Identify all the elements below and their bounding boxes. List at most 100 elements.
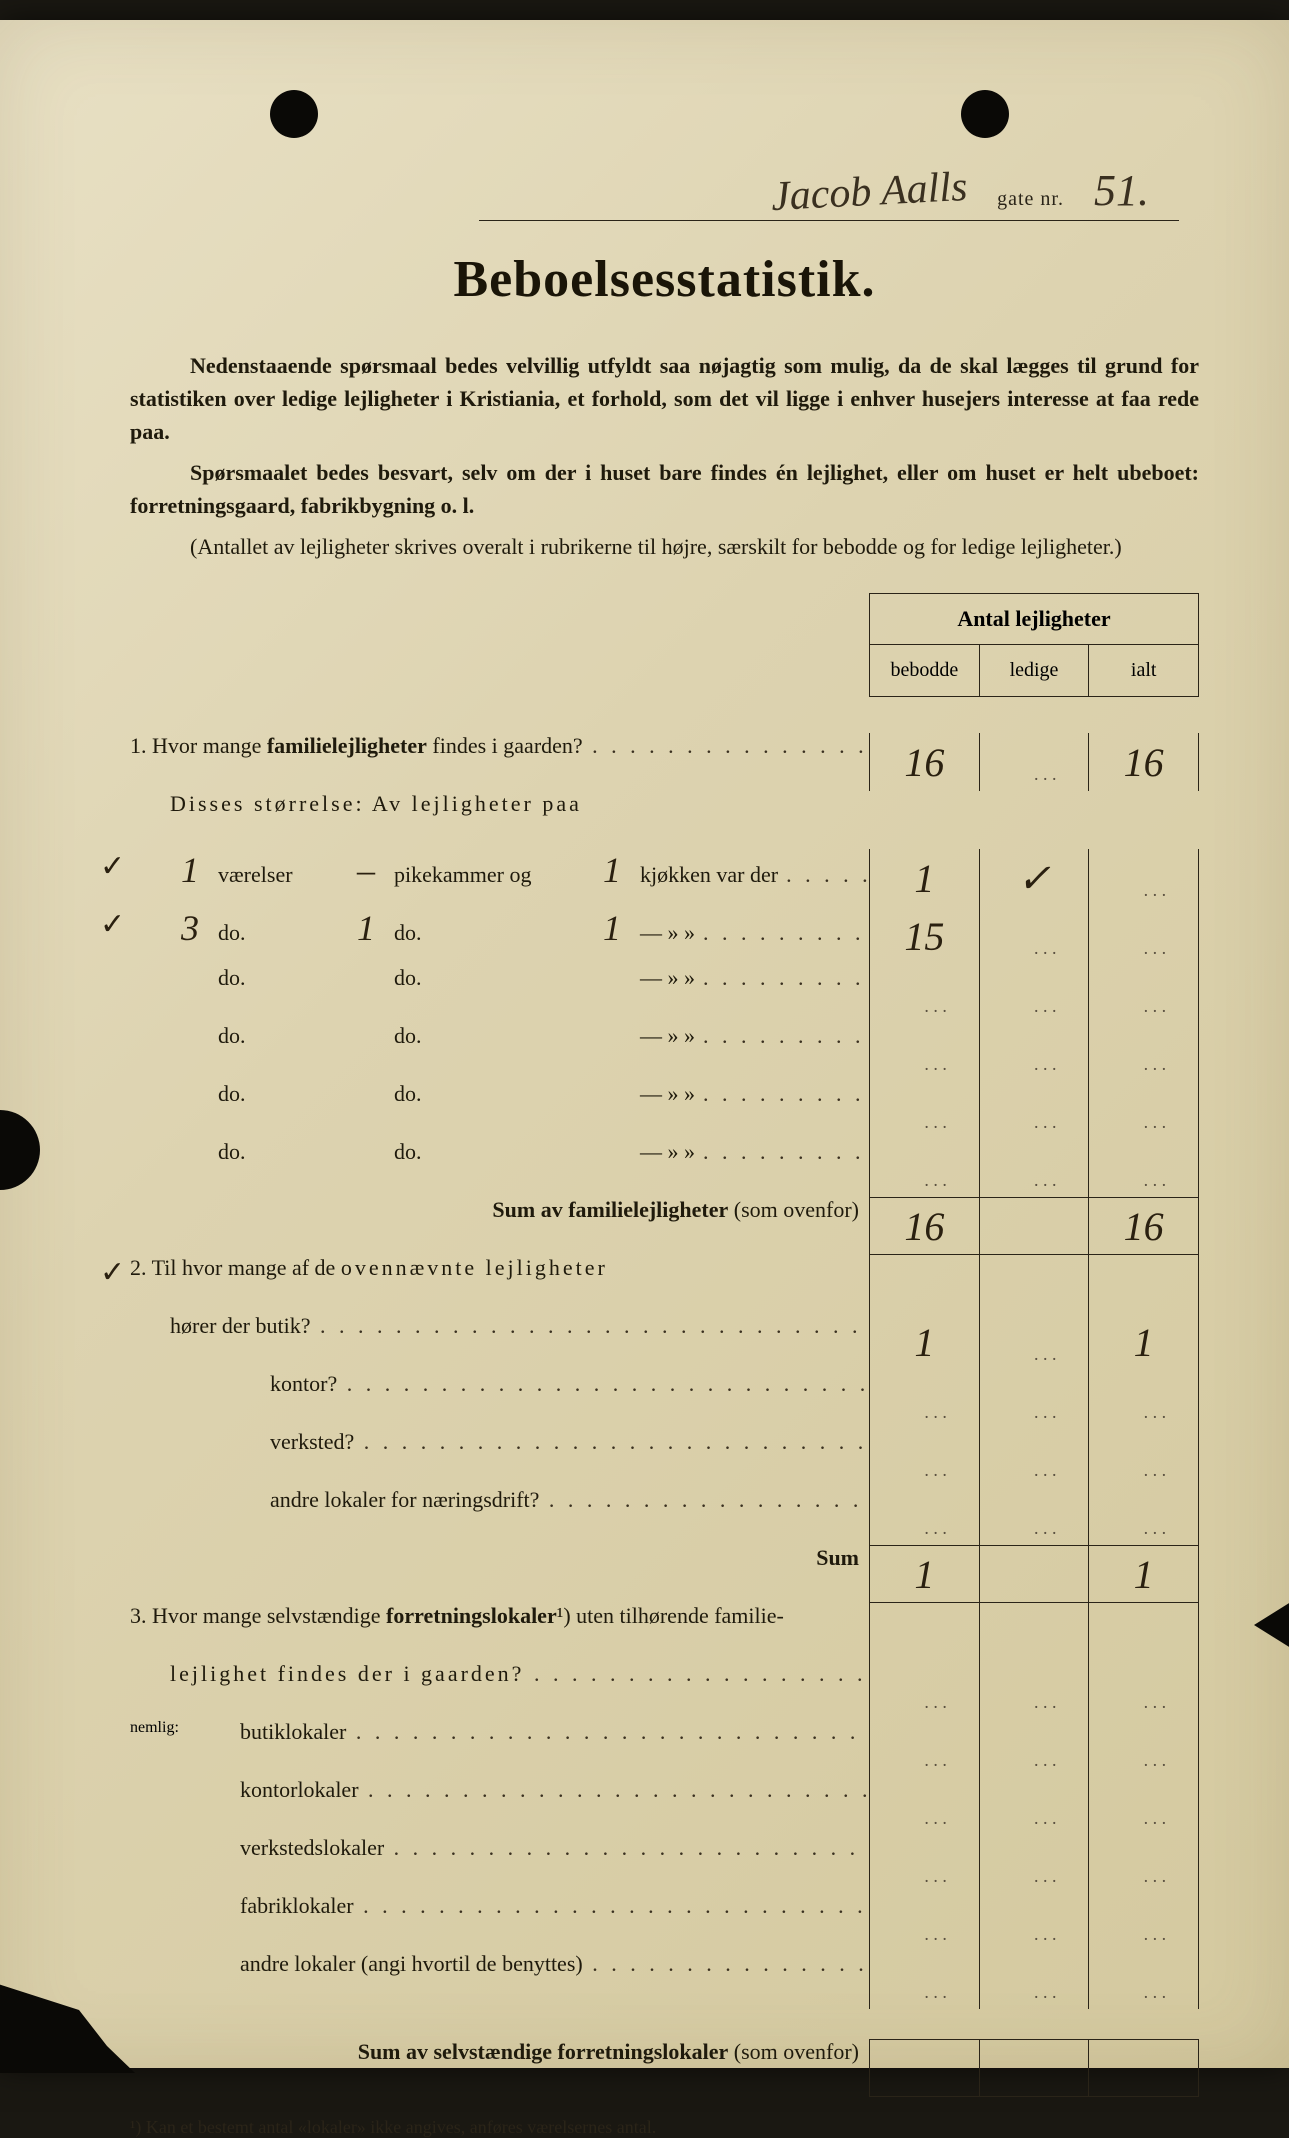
table-header-title: Antal lejligheter xyxy=(870,594,1198,645)
q1-ledige xyxy=(980,733,1090,791)
q3-item-label: kontorlokaler xyxy=(130,1777,869,1803)
q1-text-c: findes i gaarden? xyxy=(427,733,583,758)
intro-text-3: (Antallet av lejligheter skrives overalt… xyxy=(190,534,1122,559)
q3-item-cells xyxy=(869,1951,1199,2009)
punch-hole-left xyxy=(270,90,318,138)
q1-ialt: 16 xyxy=(1089,733,1198,791)
cell-ledige xyxy=(980,1023,1090,1081)
pike-value: – xyxy=(346,849,386,891)
q2-text-b: ovennævnte lejligheter xyxy=(341,1255,608,1280)
q1-sum-label: Sum av familielejligheter (som ovenfor) xyxy=(130,1197,869,1223)
size-row-text: do. do. — » » xyxy=(130,1023,869,1049)
q1-text-a: Hvor mange xyxy=(152,733,267,758)
q1-sum-cells: 16 16 xyxy=(869,1197,1199,1255)
q2-item-label: hører der butik? xyxy=(130,1313,869,1339)
cell-ledige xyxy=(980,965,1090,1023)
kjok-label: — » » xyxy=(640,1081,695,1107)
cell-bebodde xyxy=(870,1429,980,1487)
q3-row: 3. Hvor mange selvstændige forretningslo… xyxy=(130,1603,1199,1661)
cell-ledige xyxy=(980,1487,1090,1545)
q3-item-row: nemlig: butiklokaler xyxy=(130,1719,1199,1777)
vaer-value: 3 xyxy=(170,907,210,949)
q1-size-row: do. do. — » » xyxy=(130,965,1199,1023)
cell-ledige xyxy=(980,1429,1090,1487)
pike-label: do. xyxy=(394,1139,584,1165)
cell-ledige xyxy=(980,1139,1090,1197)
cell-bebodde xyxy=(870,1835,980,1893)
cell-bebodde: 1 xyxy=(870,849,980,907)
q3-item-label: butiklokaler xyxy=(130,1719,869,1745)
cell-bebodde: 15 xyxy=(870,907,980,965)
cell-ialt xyxy=(1089,907,1198,965)
cell-ledige xyxy=(980,1313,1090,1371)
q3-item-row: verkstedslokaler xyxy=(130,1835,1199,1893)
cell-bebodde xyxy=(870,1893,980,1951)
nemlig-label: nemlig: xyxy=(130,1719,179,1737)
questions-block: 1. Hvor mange familielejligheter findes … xyxy=(130,593,1199,2138)
q3-item-label: fabriklokaler xyxy=(130,1893,869,1919)
pike-label: do. xyxy=(394,920,584,946)
q1-cells: 16 16 xyxy=(869,733,1199,791)
q3-item-cells xyxy=(869,1719,1199,1777)
q2-number: 2. xyxy=(130,1255,147,1280)
size-row-text: 3 do. 1 do. 1 — » » xyxy=(130,907,869,949)
q2-item-label: kontor? xyxy=(130,1371,869,1397)
intro-text-2b: forretningsgaard, fabrikbygning o. l. xyxy=(130,493,474,518)
kjok-label: — » » xyxy=(640,965,695,991)
cell-ledige: ✓ xyxy=(980,849,1090,907)
size-row-text: do. do. — » » xyxy=(130,1139,869,1165)
q2-item-row: andre lokaler for næringsdrift? xyxy=(130,1487,1199,1545)
q1-size-row: do. do. — » » xyxy=(130,1023,1199,1081)
form-content: Antal lejligheter bebodde ledige ialt 1.… xyxy=(130,593,1199,2138)
cell-ialt xyxy=(1089,1371,1198,1429)
q3-item-row: kontorlokaler xyxy=(130,1777,1199,1835)
size-row-text: 1 værelser – pikekammer og 1 kjøkken var… xyxy=(130,849,869,891)
q3-item-row: fabriklokaler xyxy=(130,1893,1199,1951)
cell-ialt xyxy=(1089,1139,1198,1197)
q1-sum-ialt: 16 xyxy=(1089,1198,1198,1254)
pike-label: pikekammer og xyxy=(394,862,584,888)
q3-item-cells xyxy=(869,1777,1199,1835)
q3-text-b: forretningslokaler xyxy=(386,1603,557,1628)
intro-paragraph-1: Nedenstaaende spørsmaal bedes velvillig … xyxy=(130,349,1199,448)
q3-sum-label: Sum av selvstændige forretningslokaler (… xyxy=(130,2039,869,2065)
vaer-value: 1 xyxy=(170,849,210,891)
cell-ialt xyxy=(1089,849,1198,907)
q2-sum-cells: 1 1 xyxy=(869,1545,1199,1603)
footnote: ¹) Kan et bestemt antal «lokaler» ikke a… xyxy=(130,2117,1199,2138)
q3-number: 3. xyxy=(130,1603,147,1628)
size-row-cells: 1 ✓ xyxy=(869,849,1199,907)
cell-ledige xyxy=(980,1719,1090,1777)
q2-sum-ledige xyxy=(980,1546,1090,1602)
q3-text: 3. Hvor mange selvstændige forretningslo… xyxy=(130,1603,869,1629)
q3-text-c: ¹) uten tilhørende familie- xyxy=(557,1603,784,1628)
q2-row: ✓ 2. Til hvor mange af de ovennævnte lej… xyxy=(130,1255,1199,1313)
q1-sum-bebodde: 16 xyxy=(870,1198,980,1254)
intro-paragraph-2: Spørsmaalet bedes besvart, selv om der i… xyxy=(130,456,1199,522)
cell-bebodde xyxy=(870,1081,980,1139)
intro-paragraph-3: (Antallet av lejligheter skrives overalt… xyxy=(130,530,1199,563)
q1-sum-row: Sum av familielejligheter (som ovenfor) … xyxy=(130,1197,1199,1255)
size-row-cells xyxy=(869,1139,1199,1197)
vaer-label: do. xyxy=(218,920,338,946)
q3-row-cont: lejlighet findes der i gaarden? xyxy=(130,1661,1199,1719)
q2-item-label: andre lokaler for næringsdrift? xyxy=(130,1487,869,1513)
cell-bebodde xyxy=(870,1719,980,1777)
q3-text-d: lejlighet findes der i gaarden? xyxy=(130,1661,869,1687)
q1-size-row: ✓ 3 do. 1 do. 1 — » » 15 xyxy=(130,907,1199,965)
cell-ledige xyxy=(980,1893,1090,1951)
intro-text-1: Nedenstaaende spørsmaal bedes velvillig … xyxy=(130,353,1199,444)
gate-number: 51. xyxy=(1094,165,1149,216)
size-row-cells xyxy=(869,965,1199,1023)
size-row-cells: 15 xyxy=(869,907,1199,965)
q2-sum-row: Sum 1 1 xyxy=(130,1545,1199,1603)
q2-item-cells xyxy=(869,1371,1199,1429)
cell-ledige xyxy=(980,1835,1090,1893)
q3-item-label: verkstedslokaler xyxy=(130,1835,869,1861)
cell-ialt: 1 xyxy=(1089,1313,1198,1371)
vaer-label: do. xyxy=(218,1139,338,1165)
size-row-cells xyxy=(869,1023,1199,1081)
pike-label: do. xyxy=(394,965,584,991)
size-row-text: do. do. — » » xyxy=(130,1081,869,1107)
q2-sum-ialt: 1 xyxy=(1089,1546,1198,1602)
